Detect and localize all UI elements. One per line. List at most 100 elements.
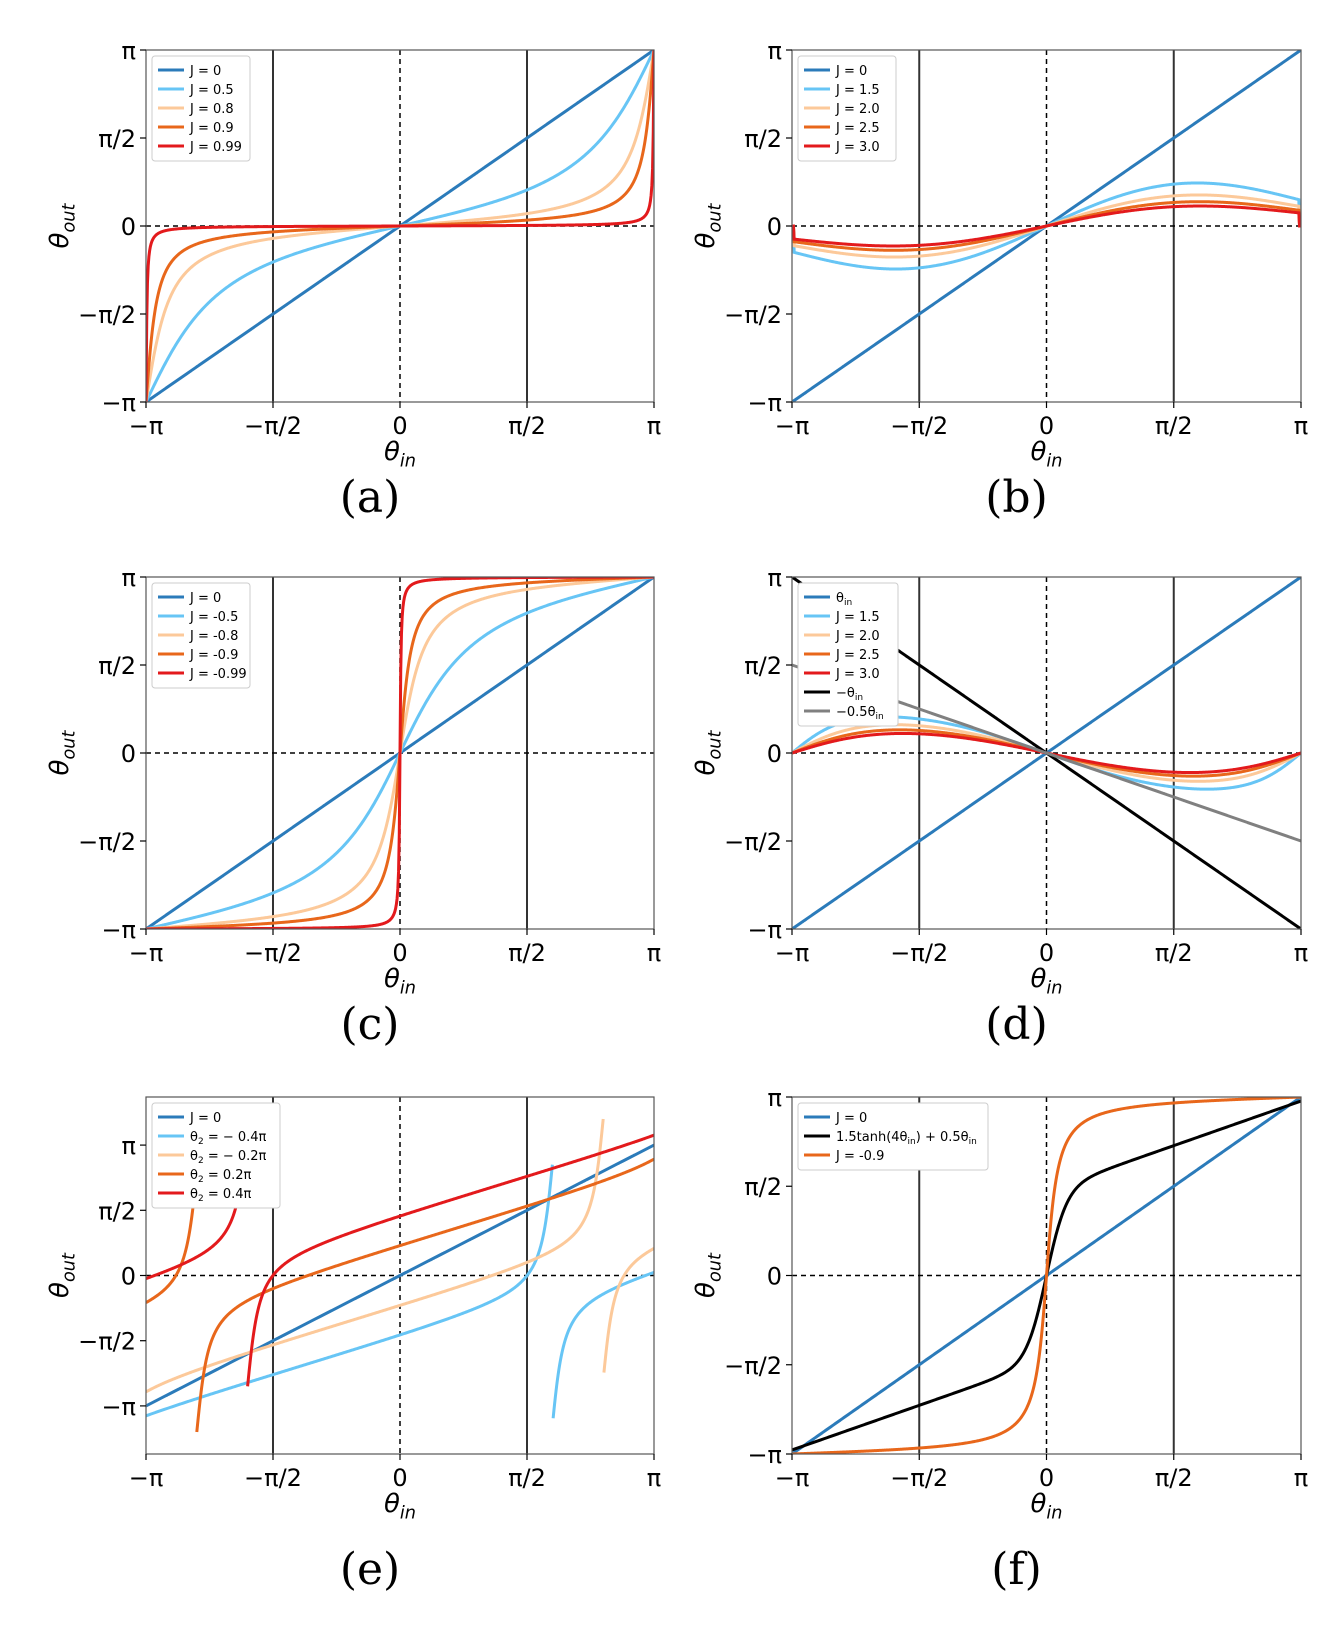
legend-label: 1.5tanh(4θin) + 0.5θin [836,1130,977,1147]
x-tick-label: 0 [392,1464,407,1492]
x-axis-label: θin [384,964,416,999]
y-axis-label: θout [45,1252,80,1298]
panel-a: −π −π/2 0 π/2 π −π −π/2 0 π/2 π θin θout J = 0 J = 0.… [45,37,661,523]
legend-label: θin [836,591,852,608]
panel-caption: (e) [340,1544,400,1595]
y-tick-label: 0 [767,1263,782,1291]
legend-box [151,1102,281,1209]
y-tick-label: π/2 [744,125,782,153]
series-line [146,1132,654,1387]
x-axis-label: θin [1030,1489,1062,1524]
x-tick-label: π [1294,939,1308,967]
y-tick-label: π [122,1132,136,1160]
legend: J = 0 J = 0.5 J = 0.8 J = 0.9 J = 0.99 [151,55,251,162]
x-tick-label: −π [129,939,164,967]
legend-label: J = -0.99 [189,667,247,682]
y-tick-label: −π [747,1441,782,1469]
x-tick-label: −π/2 [890,939,948,967]
x-tick-label: π/2 [508,412,546,440]
legend-label: J = 2.0 [835,629,880,644]
legend-label: J = 0 [189,64,221,79]
y-tick-label: −π/2 [724,301,782,329]
panel-caption: (a) [340,472,401,523]
legend-label: θ2 = 0.2π [190,1168,252,1185]
x-tick-label: 0 [392,412,407,440]
x-tick-label: 0 [1039,412,1054,440]
x-tick-label: −π/2 [890,1464,948,1492]
legend-label: J = -0.8 [189,629,238,644]
y-tick-label: π [768,37,782,65]
x-tick-label: 0 [1039,1464,1054,1492]
panel-f: −π −π/2 0 π/2 π −π −π/2 0 π/2 π θin θout J = 0 1.5tan… [691,1084,1308,1595]
x-tick-label: π/2 [508,939,546,967]
y-tick-label: −π [747,389,782,417]
panel-b: −π −π/2 0 π/2 π −π −π/2 0 π/2 π θin θout J = 0 J = 1.… [691,37,1308,523]
legend-label: J = -0.5 [189,610,238,625]
y-tick-label: π [768,564,782,592]
y-tick-label: π/2 [98,1197,136,1225]
legend-label: J = 3.0 [835,140,880,155]
y-tick-label: −π [101,389,136,417]
x-tick-label: π/2 [1155,939,1193,967]
panel-e: −π −π/2 0 π/2 π −π −π/2 0 π/2 π θin θout J = 0 θ2 = −… [45,1096,661,1595]
legend-label: J = 0 [189,591,221,606]
y-tick-label: −π/2 [78,828,136,856]
series-line [146,1118,654,1394]
legend-label: J = 0 [835,1111,867,1126]
y-axis-label: θout [45,203,80,249]
x-tick-label: −π [775,412,810,440]
legend-label: J = 3.0 [835,667,880,682]
y-tick-label: 0 [121,740,136,768]
x-tick-label: π [647,1464,661,1492]
legend-label: J = 1.5 [835,83,880,98]
x-tick-label: π/2 [508,1464,546,1492]
y-tick-label: 0 [767,213,782,241]
x-tick-label: −π [129,1464,164,1492]
y-axis-label: θout [45,730,80,776]
panel-caption: (c) [341,999,400,1050]
x-axis-label: θin [1030,964,1062,999]
series-line [792,1097,1301,1454]
legend-label: J = 1.5 [835,610,880,625]
panel-d: −π −π/2 0 π/2 π −π −π/2 0 π/2 π θin θout θin J = 1.5 J… [691,564,1308,1050]
x-tick-label: π/2 [1155,1464,1193,1492]
legend-label: θ2 = − 0.2π [190,1149,267,1166]
x-tick-label: −π/2 [244,1464,302,1492]
series-line [146,1157,654,1433]
x-axis-label: θin [384,1489,416,1524]
y-tick-label: −π [101,1393,136,1421]
legend-box [151,55,251,162]
x-axis-label: θin [1030,437,1062,472]
y-tick-label: π [122,564,136,592]
x-tick-label: 0 [1039,939,1054,967]
legend-label: J = 0.8 [189,102,234,117]
legend-label: J = -0.9 [189,648,238,663]
y-tick-label: π/2 [744,1173,782,1201]
y-tick-label: −π/2 [78,1328,136,1356]
series-line [792,204,1301,248]
x-tick-label: −π [775,939,810,967]
y-tick-label: π/2 [744,652,782,680]
x-tick-label: −π/2 [890,412,948,440]
panel-c: −π −π/2 0 π/2 π −π −π/2 0 π/2 π θin θout J = 0 J = -0… [45,564,661,1050]
series-line [146,50,654,402]
legend-label: θ2 = − 0.4π [190,1130,267,1147]
y-axis-label: θout [691,1252,726,1298]
panel-caption: (f) [991,1544,1042,1595]
series-line [146,1164,654,1419]
legend-label: J = 2.0 [835,102,880,117]
legend-label: J = 0.5 [189,83,234,98]
x-tick-label: −π/2 [244,412,302,440]
y-tick-label: −π [101,916,136,944]
legend: J = 0 J = 1.5 J = 2.0 J = 2.5 J = 3.0 [797,55,897,162]
y-tick-label: −π/2 [724,828,782,856]
y-tick-label: 0 [767,740,782,768]
series-line [146,1143,654,1408]
x-tick-label: π [1294,1464,1308,1492]
panel-caption: (b) [985,472,1048,523]
y-tick-label: π/2 [98,652,136,680]
y-tick-label: −π/2 [724,1352,782,1380]
x-tick-label: 0 [392,939,407,967]
x-tick-label: −π [129,412,164,440]
y-axis-label: θout [691,730,726,776]
